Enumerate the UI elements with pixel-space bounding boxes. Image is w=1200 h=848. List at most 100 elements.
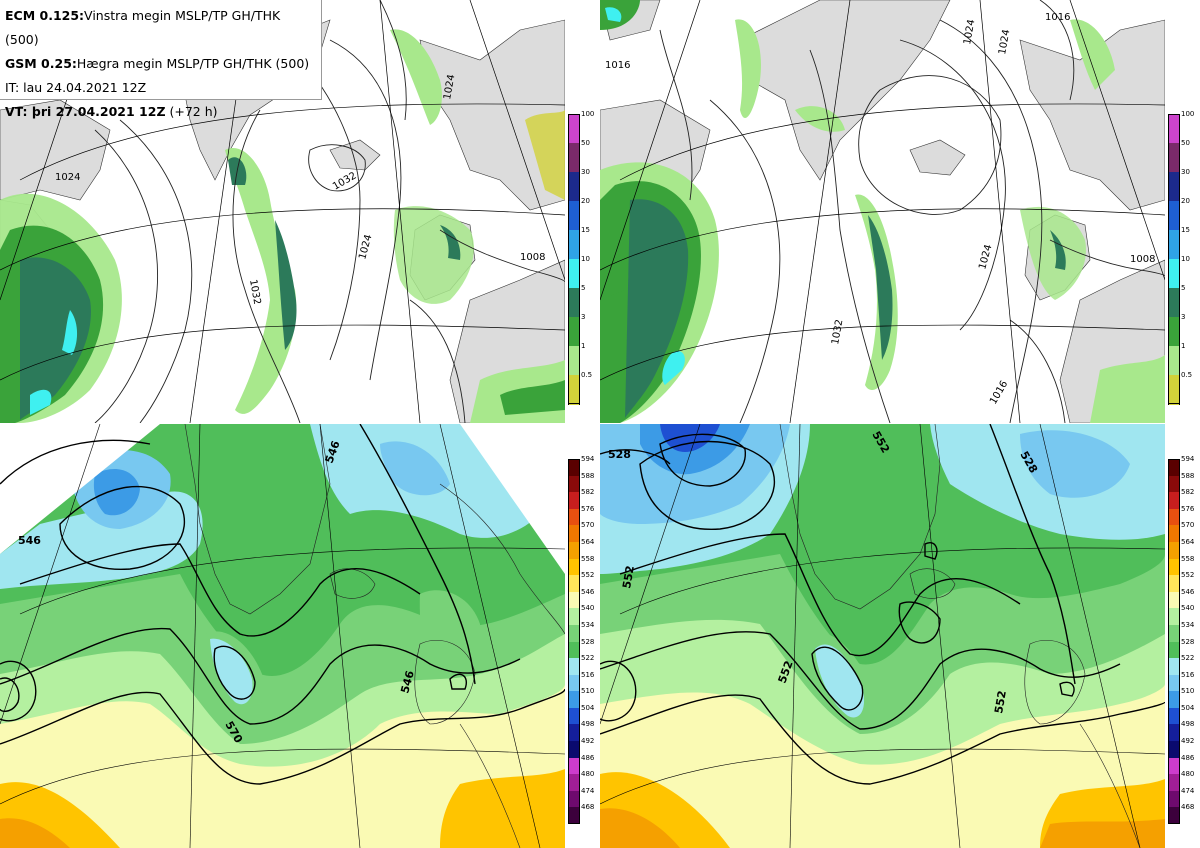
colorbar-tick-label: 50: [581, 139, 590, 147]
info-line-gsm: GSM 0.25:Hægra megin MSLP/TP GH/THK (500…: [5, 56, 310, 71]
gh-label: 552: [992, 690, 1009, 715]
colorbar-tick-label: 564: [581, 537, 595, 546]
ecm-mslp-svg: 1024 1032 1024 1032 1008 1024: [0, 0, 565, 423]
gh-label: 552: [620, 565, 637, 590]
colorbar-tick-label: 528: [1181, 637, 1195, 646]
mslp-label: 1008: [520, 252, 545, 263]
colorbar-tick-label: 576: [581, 504, 595, 513]
colorbar-tick-label: 10: [1181, 255, 1190, 263]
info-line-init-time: IT: lau 24.04.2021 12Z: [5, 80, 147, 95]
colorbar-frame: [568, 459, 580, 824]
colorbar-tick-label: 576: [1181, 504, 1195, 513]
colorbar-tick-label: 3: [1181, 313, 1186, 321]
mslp-label: 1016: [1045, 12, 1070, 23]
mslp-label: 1024: [962, 19, 977, 46]
colorbar-tick-label: 15: [1181, 226, 1190, 234]
precip-colorbar-right: 100 50 30 20 15 10 5 3 1 0.5: [1168, 110, 1200, 405]
colorbar-tick-label: 20: [1181, 197, 1190, 205]
mslp-label: 1024: [55, 172, 80, 183]
info-line-valid-time: VT: þri 27.04.2021 12Z (+72 h): [5, 104, 218, 119]
colorbar-tick-label: 100: [1181, 110, 1195, 118]
colorbar-tick-label: 594: [581, 455, 595, 463]
mslp-label: 1032: [830, 319, 845, 346]
colorbar-tick-label: 498: [1181, 720, 1195, 729]
colorbar-tick-label: 516: [581, 670, 595, 679]
colorbar-tick-label: 570: [581, 521, 595, 530]
colorbar-tick-label: 546: [1181, 587, 1195, 596]
colorbar-tick-label: 552: [581, 571, 595, 580]
colorbar-tick-label: 1: [1181, 342, 1186, 350]
colorbar-tick-label: 20: [581, 197, 590, 205]
colorbar-tick-label: 522: [581, 654, 595, 663]
colorbar-tick-label: 570: [1181, 521, 1195, 530]
gsm-mslp-svg: 1016 1024 1016 1024 1032 1008 1016 1024: [600, 0, 1165, 423]
mslp-label: 1032: [247, 279, 262, 306]
info-line-ecm: ECM 0.125:Vinstra megin MSLP/TP GH/THK (…: [5, 8, 281, 47]
colorbar-tick-label: 588: [581, 471, 595, 480]
colorbar-tick-label: 552: [1181, 571, 1195, 580]
colorbar-tick-label: 5: [581, 284, 586, 292]
colorbar-frame: [1168, 459, 1180, 824]
colorbar-tick-label: 100: [581, 110, 595, 118]
mslp-label: 1024: [442, 74, 457, 101]
forecast-info-box: ECM 0.125:Vinstra megin MSLP/TP GH/THK (…: [0, 0, 322, 119]
colorbar-tick-label: 480: [1181, 770, 1195, 779]
colorbar-tick-label: 594: [1181, 455, 1195, 463]
colorbar-tick-label: 474: [1181, 786, 1195, 795]
colorbar-tick-label: 5: [1181, 284, 1186, 292]
colorbar-tick-label: 486: [1181, 753, 1195, 762]
gsm-thickness-map: 528 552 528 552 552 552: [600, 424, 1165, 848]
gh-label: 546: [18, 534, 41, 547]
colorbar-tick-label: 492: [581, 737, 595, 746]
colorbar-tick-label: 564: [1181, 537, 1195, 546]
colorbar-tick-label: 30: [581, 168, 590, 176]
colorbar-tick-label: 582: [581, 488, 595, 497]
ecm-thickness-map: 546 546 546 570: [0, 424, 565, 848]
colorbar-tick-label: 480: [581, 770, 595, 779]
gsm-mslp-precip-map: 1016 1024 1016 1024 1032 1008 1016 1024: [600, 0, 1165, 423]
mslp-label: 1008: [1130, 254, 1155, 265]
colorbar-tick-label: 534: [581, 620, 595, 629]
mslp-label: 1016: [605, 60, 630, 71]
gsm-thickness-svg: 528 552 528 552 552 552: [600, 424, 1165, 848]
colorbar-tick-label: 540: [1181, 604, 1195, 613]
mslp-label: 1016: [988, 379, 1010, 407]
colorbar-tick-label: 510: [581, 687, 595, 696]
colorbar-tick-label: 1: [581, 342, 586, 350]
colorbar-tick-label: 3: [581, 313, 586, 321]
colorbar-tick-label: 510: [1181, 687, 1195, 696]
colorbar-tick-label: 558: [581, 554, 595, 563]
colorbar-tick-label: 10: [581, 255, 590, 263]
mslp-label: 1024: [357, 233, 374, 260]
colorbar-frame: [568, 114, 580, 404]
colorbar-tick-label: 0.5: [581, 371, 593, 379]
colorbar-frame: [1168, 114, 1180, 404]
colorbar-tick-label: 492: [1181, 737, 1195, 746]
colorbar-tick-label: 582: [1181, 488, 1195, 497]
colorbar-tick-label: 486: [581, 753, 595, 762]
mslp-label: 1032: [331, 170, 359, 192]
colorbar-tick-label: 50: [1181, 139, 1190, 147]
colorbar-tick-label: 522: [1181, 654, 1195, 663]
colorbar-tick-label: 30: [1181, 168, 1190, 176]
colorbar-tick-label: 516: [1181, 670, 1195, 679]
colorbar-tick-label: 540: [581, 604, 595, 613]
colorbar-tick-label: 468: [1181, 803, 1195, 812]
colorbar-tick-label: 498: [581, 720, 595, 729]
colorbar-tick-label: 546: [581, 587, 595, 596]
colorbar-tick-label: 558: [1181, 554, 1195, 563]
mslp-label: 1024: [997, 29, 1012, 56]
colorbar-tick-label: 0.5: [1181, 371, 1193, 379]
gh-label: 546: [398, 669, 417, 695]
colorbar-tick-label: 504: [1181, 703, 1195, 712]
colorbar-tick-label: 474: [581, 786, 595, 795]
ecm-thickness-svg: 546 546 546 570: [0, 424, 565, 848]
colorbar-tick-label: 588: [1181, 471, 1195, 480]
colorbar-tick-label: 534: [1181, 620, 1195, 629]
gh-label: 528: [608, 448, 631, 461]
mslp-label: 1024: [977, 243, 994, 270]
colorbar-tick-label: 15: [581, 226, 590, 234]
colorbar-tick-label: 504: [581, 703, 595, 712]
precip-colorbar-left: 100 50 30 20 15 10 5 3 1 0.5: [568, 110, 600, 405]
thickness-colorbar-right: 594 588 582 576 570 564 558 552 546 540 534 528 522 5…: [1168, 455, 1200, 825]
